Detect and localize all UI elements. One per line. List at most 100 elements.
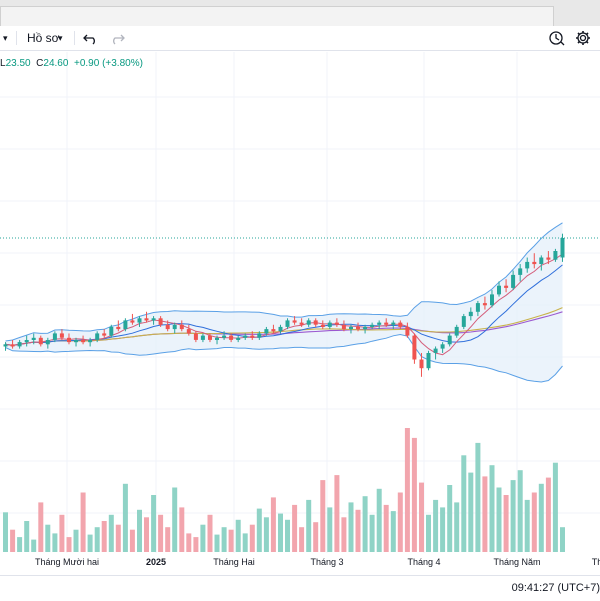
moving-average-slow-line bbox=[5, 307, 563, 346]
volume-bar bbox=[129, 529, 135, 552]
candle-body bbox=[299, 322, 304, 325]
volume-bar bbox=[538, 483, 544, 552]
candle-body bbox=[454, 326, 459, 336]
active-tab[interactable] bbox=[0, 6, 554, 27]
candle-body bbox=[137, 318, 142, 323]
candle-body bbox=[461, 316, 466, 327]
candle-body bbox=[271, 329, 276, 332]
candle-body bbox=[151, 318, 156, 321]
price-chart[interactable] bbox=[0, 52, 600, 553]
toolbar-divider bbox=[74, 31, 75, 45]
chevron-down-icon[interactable]: ▾ bbox=[58, 33, 63, 43]
volume-bar bbox=[419, 482, 424, 552]
candle-body bbox=[525, 261, 530, 269]
ohlc-low-value: 23.50 bbox=[5, 58, 31, 69]
volume-bar bbox=[165, 527, 171, 552]
candle-body bbox=[532, 261, 537, 265]
volume-bar bbox=[249, 524, 255, 552]
volume-bar bbox=[221, 527, 227, 552]
candle-body bbox=[186, 329, 191, 334]
volume-bar bbox=[24, 521, 30, 552]
volume-bar bbox=[341, 517, 347, 552]
volume-bar bbox=[545, 477, 551, 552]
candle-body bbox=[475, 303, 480, 312]
candle-body bbox=[440, 344, 445, 349]
volume-bar bbox=[270, 497, 276, 552]
volume-bar bbox=[327, 507, 333, 552]
ohlc-low-key: L bbox=[0, 58, 6, 69]
volume-bar bbox=[552, 462, 558, 552]
candle-body bbox=[229, 335, 234, 340]
interval-dropdown-caret[interactable]: ▾ bbox=[3, 33, 8, 43]
candle-body bbox=[539, 257, 544, 264]
candle-body bbox=[193, 333, 198, 340]
volume-bar bbox=[31, 539, 37, 552]
candle-body bbox=[553, 251, 558, 260]
time-axis-label: Tháng Năm bbox=[493, 557, 541, 567]
candle-body bbox=[24, 340, 29, 343]
candle-body bbox=[38, 337, 43, 345]
volume-bar bbox=[489, 465, 495, 552]
toolbar-divider bbox=[16, 31, 17, 45]
volume-bar bbox=[193, 537, 199, 552]
candle-body bbox=[81, 340, 86, 343]
volume-bar bbox=[207, 514, 213, 552]
volume-bar bbox=[256, 508, 262, 552]
time-axis-label: Th bbox=[591, 557, 600, 567]
clock-readout[interactable]: 09:41:27 (UTC+7) bbox=[511, 582, 600, 594]
volume-bar bbox=[228, 529, 234, 552]
candle-body bbox=[426, 353, 431, 369]
replay-clock-icon[interactable] bbox=[548, 29, 566, 47]
time-axis[interactable]: Tháng Mười hai 2025 Tháng Hai Tháng 3 Th… bbox=[0, 553, 600, 573]
volume-bar bbox=[242, 533, 248, 552]
volume-bar bbox=[433, 499, 439, 552]
volume-bar bbox=[158, 514, 164, 552]
candle-body bbox=[511, 274, 516, 288]
volume-bar bbox=[440, 507, 446, 552]
time-axis-label: Tháng 3 bbox=[310, 557, 344, 567]
time-axis-label: 2025 bbox=[145, 557, 167, 567]
candle-body bbox=[334, 322, 339, 325]
candle-body bbox=[468, 311, 473, 317]
volume-bar bbox=[334, 475, 340, 552]
candle-body bbox=[363, 326, 368, 330]
volume-bar bbox=[278, 513, 283, 552]
candle-body bbox=[264, 329, 269, 334]
candle-body bbox=[560, 238, 565, 258]
candle-body bbox=[419, 359, 424, 369]
volume-bar bbox=[108, 514, 114, 552]
candle-body bbox=[405, 326, 410, 336]
volume-bar bbox=[214, 534, 220, 552]
candle-body bbox=[74, 340, 78, 343]
candle-body bbox=[31, 337, 36, 340]
volume-bar bbox=[397, 492, 403, 552]
volume-bar bbox=[73, 529, 79, 552]
volume-bar bbox=[320, 480, 326, 552]
candle-body bbox=[292, 320, 297, 323]
volume-bar bbox=[560, 527, 565, 552]
volume-bar bbox=[299, 527, 305, 552]
volume-bar bbox=[482, 476, 488, 552]
candle-body bbox=[52, 333, 57, 340]
gear-icon[interactable] bbox=[574, 29, 592, 47]
profile-menu-label[interactable]: Hồ sơ bbox=[27, 31, 60, 45]
volume-bar bbox=[461, 455, 467, 552]
candle-body bbox=[412, 335, 417, 360]
volume-bar bbox=[186, 533, 192, 552]
candle-body bbox=[3, 344, 8, 347]
volume-bar bbox=[52, 533, 58, 552]
candle-body bbox=[497, 285, 501, 295]
candle-body bbox=[370, 324, 375, 327]
redo-icon[interactable] bbox=[108, 29, 126, 47]
candle-body bbox=[433, 348, 438, 353]
volume-bar bbox=[383, 504, 389, 552]
volume-bar bbox=[3, 512, 8, 552]
volume-bar bbox=[122, 483, 128, 552]
undo-icon[interactable] bbox=[82, 29, 100, 47]
volume-bar bbox=[404, 428, 410, 552]
volume-bar bbox=[263, 517, 269, 552]
volume-bar bbox=[531, 492, 537, 552]
volume-bar bbox=[292, 504, 298, 552]
volume-bar bbox=[87, 534, 93, 552]
volume-bar bbox=[179, 507, 185, 552]
